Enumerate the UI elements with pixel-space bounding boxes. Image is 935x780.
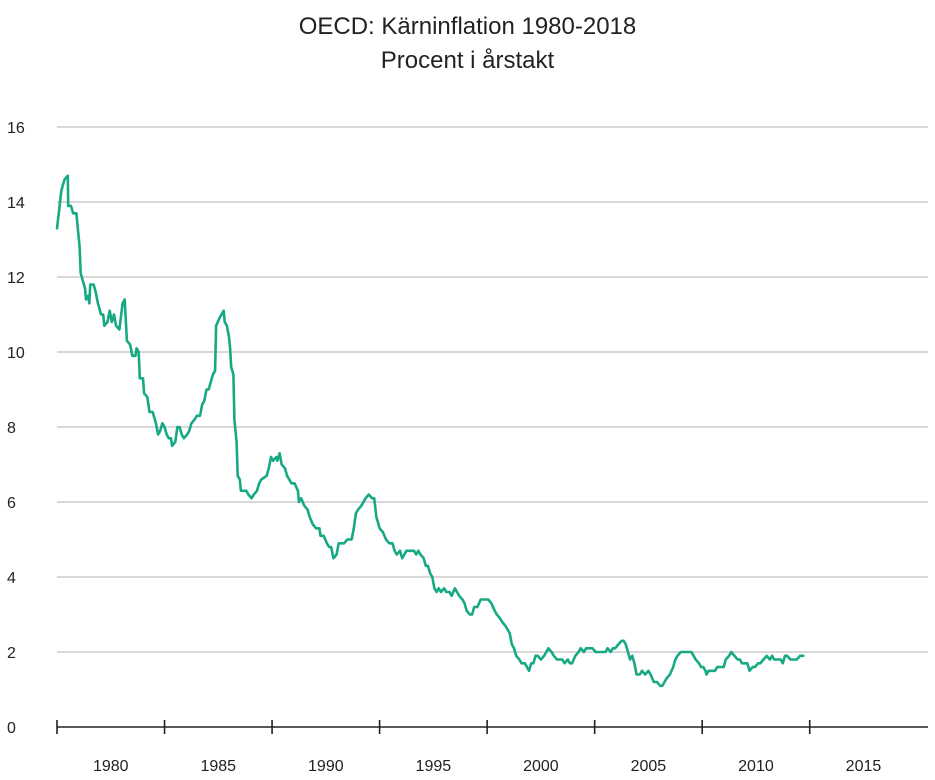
y-tick-label: 2 (7, 645, 16, 662)
y-tick-label: 16 (7, 120, 25, 137)
x-tick-label: 2005 (631, 758, 667, 775)
y-tick-label: 10 (7, 345, 25, 362)
series-line (55, 174, 805, 688)
x-tick-label: 1990 (308, 758, 344, 775)
x-tick-label: 1995 (416, 758, 452, 775)
gridlines (57, 126, 928, 653)
x-tick-label: 2000 (523, 758, 559, 775)
x-tick-label: 1980 (93, 758, 129, 775)
y-tick-label: 12 (7, 270, 25, 287)
x-tick-label: 1985 (200, 758, 236, 775)
y-tick-label: 4 (7, 570, 16, 587)
y-tick-label: 6 (7, 495, 16, 512)
chart-title-block: OECD: Kärninflation 1980-2018 Procent i … (0, 10, 935, 78)
series-group (55, 174, 805, 688)
x-tick-label: 2015 (846, 758, 882, 775)
y-tick-label: 8 (7, 420, 16, 437)
y-axis: 0 2 4 6 8 10 12 14 16 (7, 120, 25, 737)
x-tick-label: 2010 (738, 758, 774, 775)
y-tick-label: 14 (7, 195, 25, 212)
y-tick-label: 0 (7, 720, 16, 737)
x-axis: 1980 1985 1990 1995 2000 2005 2010 2015 (56, 720, 928, 775)
chart-subtitle: Procent i årstakt (380, 47, 555, 74)
chart-title: OECD: Kärninflation 1980-2018 (298, 13, 637, 40)
